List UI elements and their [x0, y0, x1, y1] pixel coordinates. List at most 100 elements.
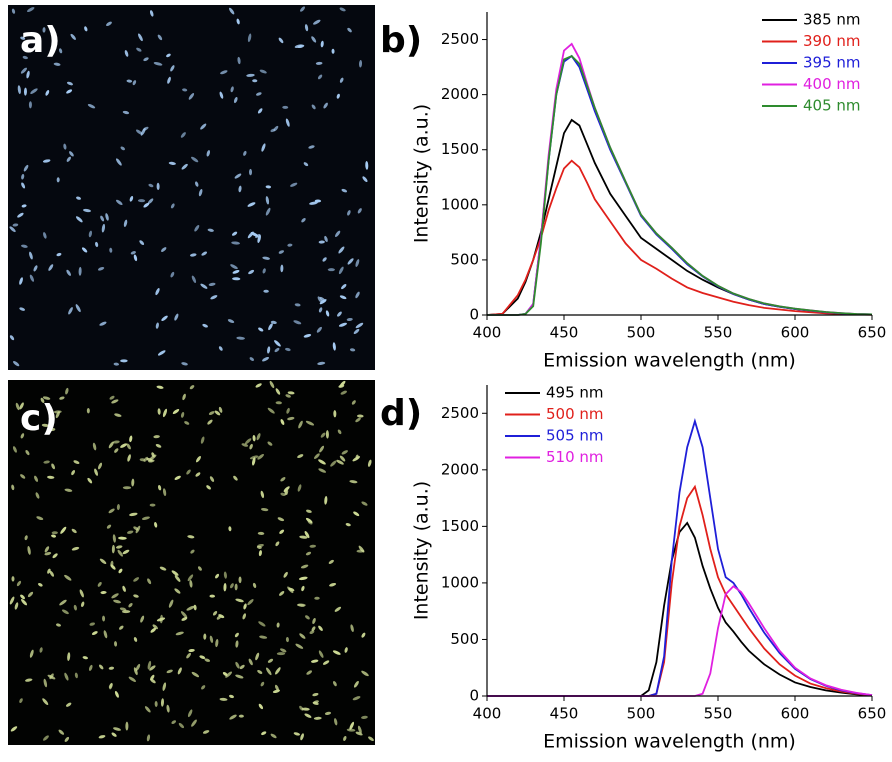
particle	[149, 503, 156, 507]
particle	[287, 391, 295, 395]
particle	[293, 732, 300, 736]
particle	[103, 630, 108, 639]
particle	[188, 93, 195, 100]
particle	[257, 108, 263, 114]
particle	[312, 692, 319, 697]
particle	[60, 526, 67, 534]
particle	[285, 347, 291, 352]
particle	[68, 307, 73, 315]
particle	[198, 188, 203, 197]
particle	[157, 408, 161, 415]
particle	[120, 146, 125, 151]
particle	[21, 204, 27, 208]
particle	[319, 296, 326, 302]
particle	[180, 611, 188, 618]
particle	[247, 202, 256, 207]
particle	[112, 534, 116, 543]
particle	[137, 199, 146, 203]
particle	[208, 282, 216, 286]
particle	[314, 453, 320, 459]
particle	[150, 627, 157, 633]
particle	[318, 240, 325, 244]
particle	[301, 217, 306, 223]
particle	[122, 486, 132, 490]
particle	[339, 295, 347, 300]
particle	[23, 87, 27, 96]
particle	[65, 387, 69, 395]
particle	[162, 488, 167, 497]
particle	[75, 216, 83, 223]
particle	[9, 596, 15, 605]
particle	[202, 730, 210, 734]
particle	[10, 726, 18, 732]
particle	[349, 721, 355, 730]
particle	[247, 33, 252, 43]
particle	[238, 185, 242, 193]
particle	[108, 683, 113, 689]
particle	[274, 347, 280, 353]
particle	[191, 671, 200, 678]
particle	[218, 346, 223, 351]
particle	[177, 667, 182, 675]
particle	[58, 48, 63, 54]
particle	[111, 399, 119, 404]
particle	[232, 277, 241, 281]
y-tick-label: 500	[450, 250, 479, 268]
particle	[29, 649, 34, 658]
particle	[299, 535, 308, 539]
x-tick-label: 400	[473, 324, 502, 342]
particle	[158, 485, 162, 491]
particle	[114, 413, 122, 417]
particle	[258, 550, 262, 557]
particle	[19, 698, 23, 704]
particle	[71, 528, 77, 534]
particle	[219, 697, 228, 701]
particle	[275, 541, 280, 547]
particle	[297, 44, 305, 49]
particle	[355, 291, 360, 299]
particle	[136, 47, 142, 52]
particle	[109, 247, 113, 253]
particle	[305, 615, 310, 620]
particle	[114, 641, 118, 647]
particle	[197, 566, 202, 571]
particle	[278, 37, 284, 44]
x-tick-label: 400	[473, 705, 502, 723]
particle	[337, 311, 342, 317]
particle	[140, 615, 145, 623]
particle	[339, 7, 346, 12]
particle	[223, 582, 227, 592]
particle	[355, 454, 359, 460]
particle	[184, 421, 190, 425]
particle	[268, 323, 273, 331]
particle	[270, 733, 277, 739]
particle	[307, 520, 313, 525]
particle	[21, 182, 26, 189]
particle	[299, 705, 304, 711]
particle	[168, 599, 174, 608]
particle	[228, 7, 235, 15]
legend-label: 495 nm	[546, 384, 604, 402]
particle	[275, 667, 281, 675]
particle	[133, 637, 138, 642]
particle	[20, 474, 26, 479]
particle	[187, 574, 194, 582]
particle	[133, 254, 138, 262]
particle	[315, 61, 323, 65]
particle	[355, 417, 361, 423]
particle	[20, 594, 25, 600]
particle	[249, 168, 253, 176]
particle	[287, 416, 295, 421]
particle	[186, 652, 191, 659]
particle	[203, 633, 207, 640]
particle	[87, 103, 96, 109]
particle	[356, 414, 364, 418]
particle	[147, 578, 152, 585]
particle	[111, 544, 115, 554]
particle	[230, 264, 238, 270]
particle	[175, 631, 184, 636]
particle	[234, 583, 238, 591]
particle	[26, 7, 35, 13]
particle	[242, 613, 247, 620]
particle	[19, 277, 23, 285]
